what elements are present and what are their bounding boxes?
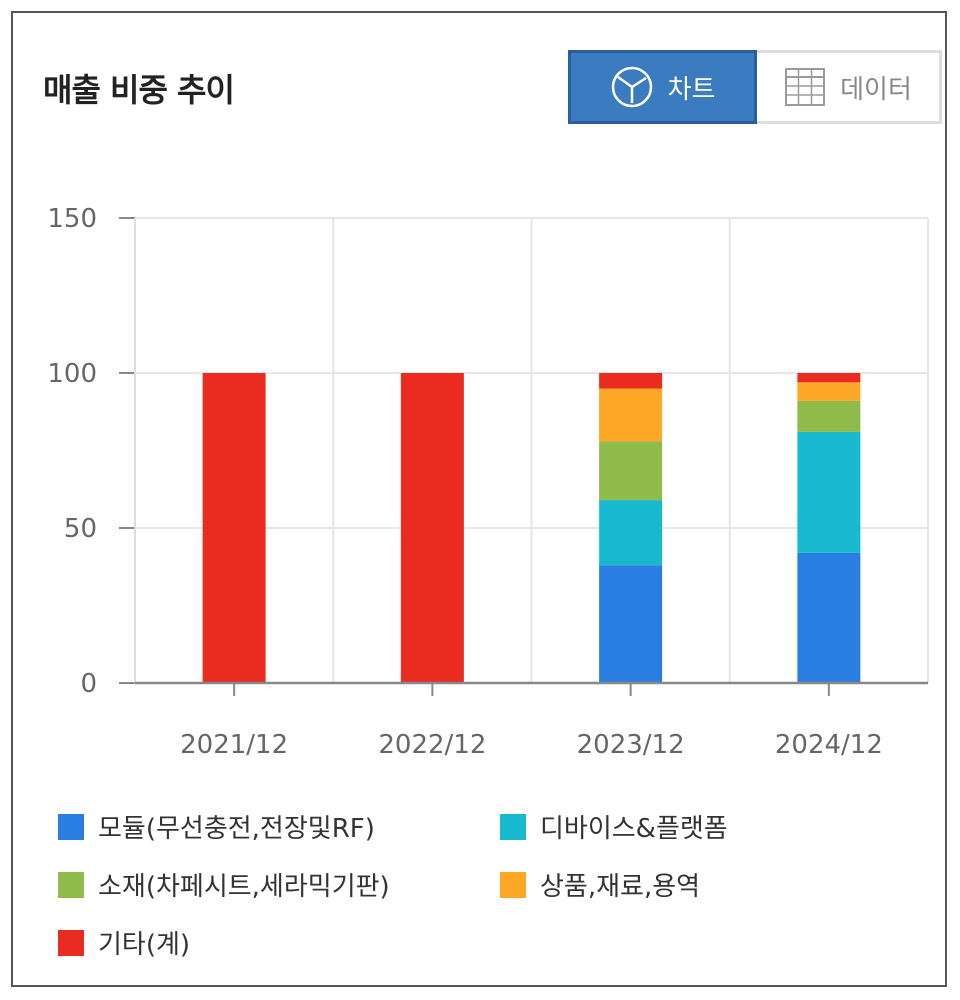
chart-view-label: 차트: [667, 74, 716, 105]
grid-layer: [134, 217, 929, 683]
legend-item[interactable]: 모듈(무선충전,전장및RF): [58, 808, 375, 845]
bar-segment[interactable]: [797, 400, 861, 432]
chart-panel: 매출 비중 추이 차트 데이터: [11, 11, 947, 987]
y-tick-label: 150: [47, 204, 97, 234]
pie-chart-icon: [611, 66, 652, 108]
legend-item[interactable]: 소재(차페시트,세라믹기판): [58, 866, 390, 903]
x-tick-label: 2024/12: [775, 730, 883, 760]
legend-label: 소재(차페시트,세라믹기판): [98, 872, 390, 902]
bar-segment[interactable]: [400, 373, 464, 683]
view-toggle: 차트 데이터: [568, 50, 942, 124]
bar-segment[interactable]: [797, 431, 861, 553]
bar-segment[interactable]: [599, 388, 663, 442]
y-tick-label: 50: [64, 514, 97, 544]
bars-layer: [202, 373, 861, 683]
bar-segment[interactable]: [202, 373, 266, 683]
bar-segment[interactable]: [797, 373, 861, 383]
stacked-bar-chart: 0 50 100 150 2021/12 2022/12 2023/12 2024/12: [47, 204, 929, 760]
axis-layer: 0 50 100 150 2021/12 2022/12 2023/12 2024/12: [47, 204, 928, 760]
y-tick-label: 100: [47, 359, 97, 389]
legend-swatch: [500, 871, 526, 898]
legend-item[interactable]: 디바이스&플랫폼: [500, 808, 728, 845]
bar-segment[interactable]: [599, 373, 663, 389]
x-tick-label: 2022/12: [378, 730, 486, 760]
legend-item[interactable]: 상품,재료,용역: [500, 866, 700, 903]
bar-segment[interactable]: [599, 565, 663, 683]
y-tick-label: 0: [80, 669, 97, 699]
chart-title: 매출 비중 추이: [43, 71, 235, 109]
legend-swatch: [500, 813, 526, 840]
legend-label: 상품,재료,용역: [540, 872, 701, 902]
data-view-label: 데이터: [840, 74, 912, 105]
data-view-button[interactable]: 데이터: [757, 50, 942, 124]
legend-swatch: [58, 871, 84, 898]
legend-label: 모듈(무선충전,전장및RF): [98, 814, 375, 844]
x-tick-label: 2021/12: [180, 730, 288, 760]
chart-view-button[interactable]: 차트: [568, 50, 757, 124]
x-tick-label: 2023/12: [577, 730, 685, 760]
legend-label: 기타(계): [98, 930, 191, 960]
table-grid-icon: [785, 68, 826, 106]
legend-label: 디바이스&플랫폼: [540, 814, 728, 844]
bar-segment[interactable]: [797, 552, 861, 683]
bar-segment[interactable]: [599, 441, 663, 501]
bar-segment[interactable]: [797, 382, 861, 401]
legend-swatch: [58, 929, 84, 956]
bar-segment[interactable]: [599, 500, 663, 566]
legend-item[interactable]: 기타(계): [58, 924, 190, 961]
legend-swatch: [58, 813, 84, 840]
